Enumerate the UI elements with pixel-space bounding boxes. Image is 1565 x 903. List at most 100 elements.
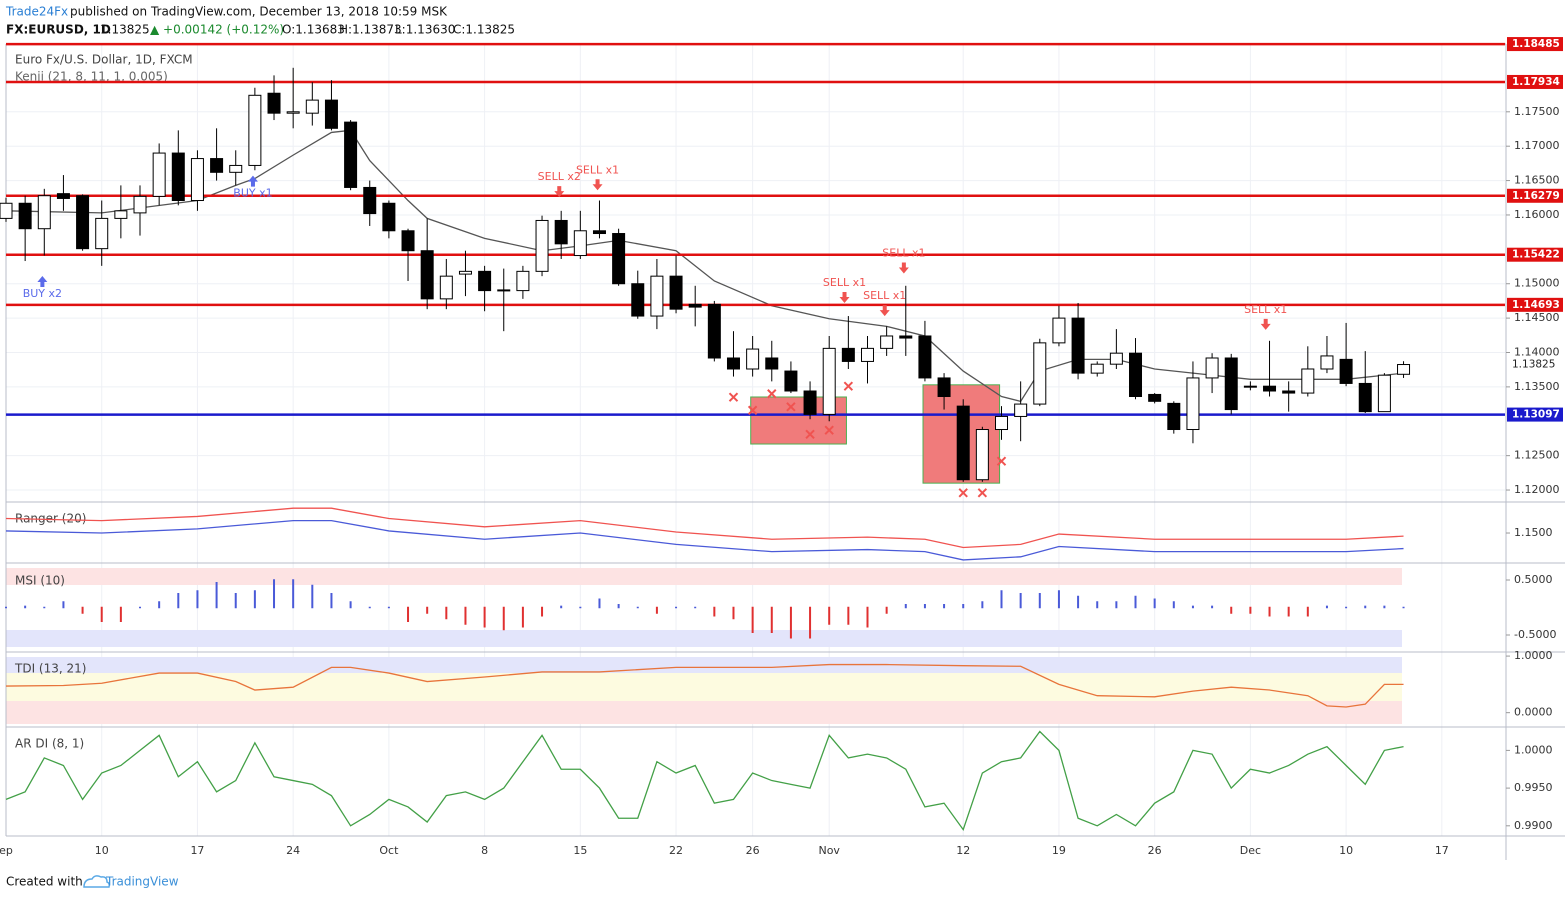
- last-price-label: 1.13825: [1512, 359, 1555, 371]
- pane-title: Euro Fx/U.S. Dollar, 1D, FXCM: [15, 53, 193, 67]
- last-price-tag: [1507, 357, 1563, 372]
- ohlc: H:1.13873: [339, 23, 402, 37]
- msi-bar: [1230, 606, 1233, 614]
- candle-body: [76, 195, 90, 250]
- msi-bar: [445, 606, 448, 620]
- msi-bar: [675, 606, 678, 609]
- candle-body: [37, 195, 51, 230]
- candle-body: [305, 99, 319, 114]
- msi-bar: [407, 606, 410, 623]
- msi-bar: [789, 606, 792, 639]
- ohlc: O:1.13683: [282, 23, 345, 37]
- candle-body: [765, 357, 779, 370]
- msi-bar: [1115, 601, 1118, 609]
- msi-bar: [579, 606, 582, 609]
- candle-body: [860, 347, 874, 362]
- candle-body: [0, 202, 13, 219]
- msi-bar: [1153, 598, 1156, 609]
- msi-bar: [1077, 595, 1080, 609]
- msi-bar: [158, 601, 161, 609]
- msi-band: [6, 568, 1402, 585]
- x-tick-label: 19: [1052, 844, 1066, 857]
- symbol: FX:EURUSD, 1D: [6, 23, 111, 37]
- msi-bar: [1287, 606, 1290, 617]
- x-tick-label: 12: [956, 844, 970, 857]
- ohlc: C:1.13825: [453, 23, 515, 37]
- msi-bar: [311, 584, 314, 609]
- msi-bar: [541, 606, 544, 617]
- x-tick-label: 17: [190, 844, 204, 857]
- line: [5, 663, 1404, 708]
- cross: [747, 405, 758, 415]
- pane-subtitle: Kenji (21, 8, 11, 1, 0.005): [15, 70, 168, 84]
- candle-body: [880, 335, 894, 349]
- msi-bar: [1019, 592, 1022, 609]
- pane-title: TDI (13, 21): [14, 662, 86, 676]
- msi-bar: [885, 606, 888, 614]
- level-label: 1.17934: [1512, 76, 1560, 88]
- candle-body: [56, 193, 70, 199]
- candle-body: [133, 195, 147, 214]
- level-tag: [1507, 74, 1563, 89]
- line: [5, 507, 1404, 549]
- level-tag: [1507, 188, 1563, 203]
- level-tag: [1507, 37, 1563, 52]
- y-tick-label: 1.14000: [1514, 345, 1560, 358]
- candle-body: [344, 121, 358, 188]
- signal-arrow: [247, 175, 258, 187]
- cross: [728, 392, 739, 402]
- msi-bar: [1268, 606, 1271, 617]
- msi-bar: [732, 606, 735, 620]
- msi-bar: [81, 606, 84, 614]
- candle-body: [190, 158, 204, 202]
- msi-bar: [809, 606, 812, 639]
- candle-body: [420, 250, 434, 300]
- candle-body: [669, 275, 683, 310]
- signal-label: BUY x2: [23, 287, 62, 300]
- msi-bar: [464, 606, 467, 625]
- msi-bar: [617, 603, 620, 609]
- signal-arrow: [554, 186, 565, 198]
- msi-bar: [1325, 605, 1328, 609]
- msi-bar: [119, 606, 122, 623]
- x-tick-label: 17: [1435, 844, 1449, 857]
- x-tick-label: 10: [1339, 844, 1353, 857]
- msi-bar: [1345, 606, 1348, 609]
- candle-body: [1129, 352, 1143, 398]
- candle-body: [1243, 385, 1257, 388]
- candle-body: [497, 289, 511, 292]
- candle-body: [458, 270, 472, 275]
- msi-bar: [1364, 605, 1367, 609]
- candle-body: [229, 164, 243, 173]
- msi-bar: [1038, 592, 1041, 609]
- y-tick-label: 0.5000: [1514, 573, 1553, 586]
- candle-body: [363, 186, 377, 215]
- msi-bar: [387, 606, 390, 609]
- msi-bar: [923, 603, 926, 609]
- msi-band: [6, 630, 1402, 647]
- candle-body: [286, 111, 300, 114]
- candle-body: [516, 270, 530, 292]
- x-tick-label: Nov: [818, 844, 840, 857]
- tdi-band: [6, 673, 1402, 701]
- y-tick-label: 0.9900: [1514, 819, 1553, 832]
- msi-bar: [1191, 605, 1194, 609]
- msi-bar: [1134, 595, 1137, 609]
- footer-brand[interactable]: TradingView: [105, 875, 179, 889]
- msi-bar: [713, 606, 716, 617]
- candle-body: [324, 99, 338, 129]
- footer-created: Created with: [6, 875, 83, 889]
- msi-bar: [177, 592, 180, 609]
- publisher[interactable]: Trade24Fx: [5, 5, 68, 19]
- candle-body: [899, 335, 913, 339]
- ohlc: L:1.13630: [395, 23, 455, 37]
- msi-bar: [943, 603, 946, 609]
- candle-body: [1014, 403, 1028, 417]
- published: published on TradingView.com, December 1…: [70, 5, 448, 19]
- candle-body: [573, 230, 587, 257]
- candle-body: [171, 152, 185, 202]
- x-tick-label: 24: [286, 844, 300, 857]
- y-tick-label: 1.1500: [1514, 526, 1553, 539]
- msi-bar: [100, 606, 103, 623]
- y-tick-label: 1.12500: [1514, 449, 1560, 462]
